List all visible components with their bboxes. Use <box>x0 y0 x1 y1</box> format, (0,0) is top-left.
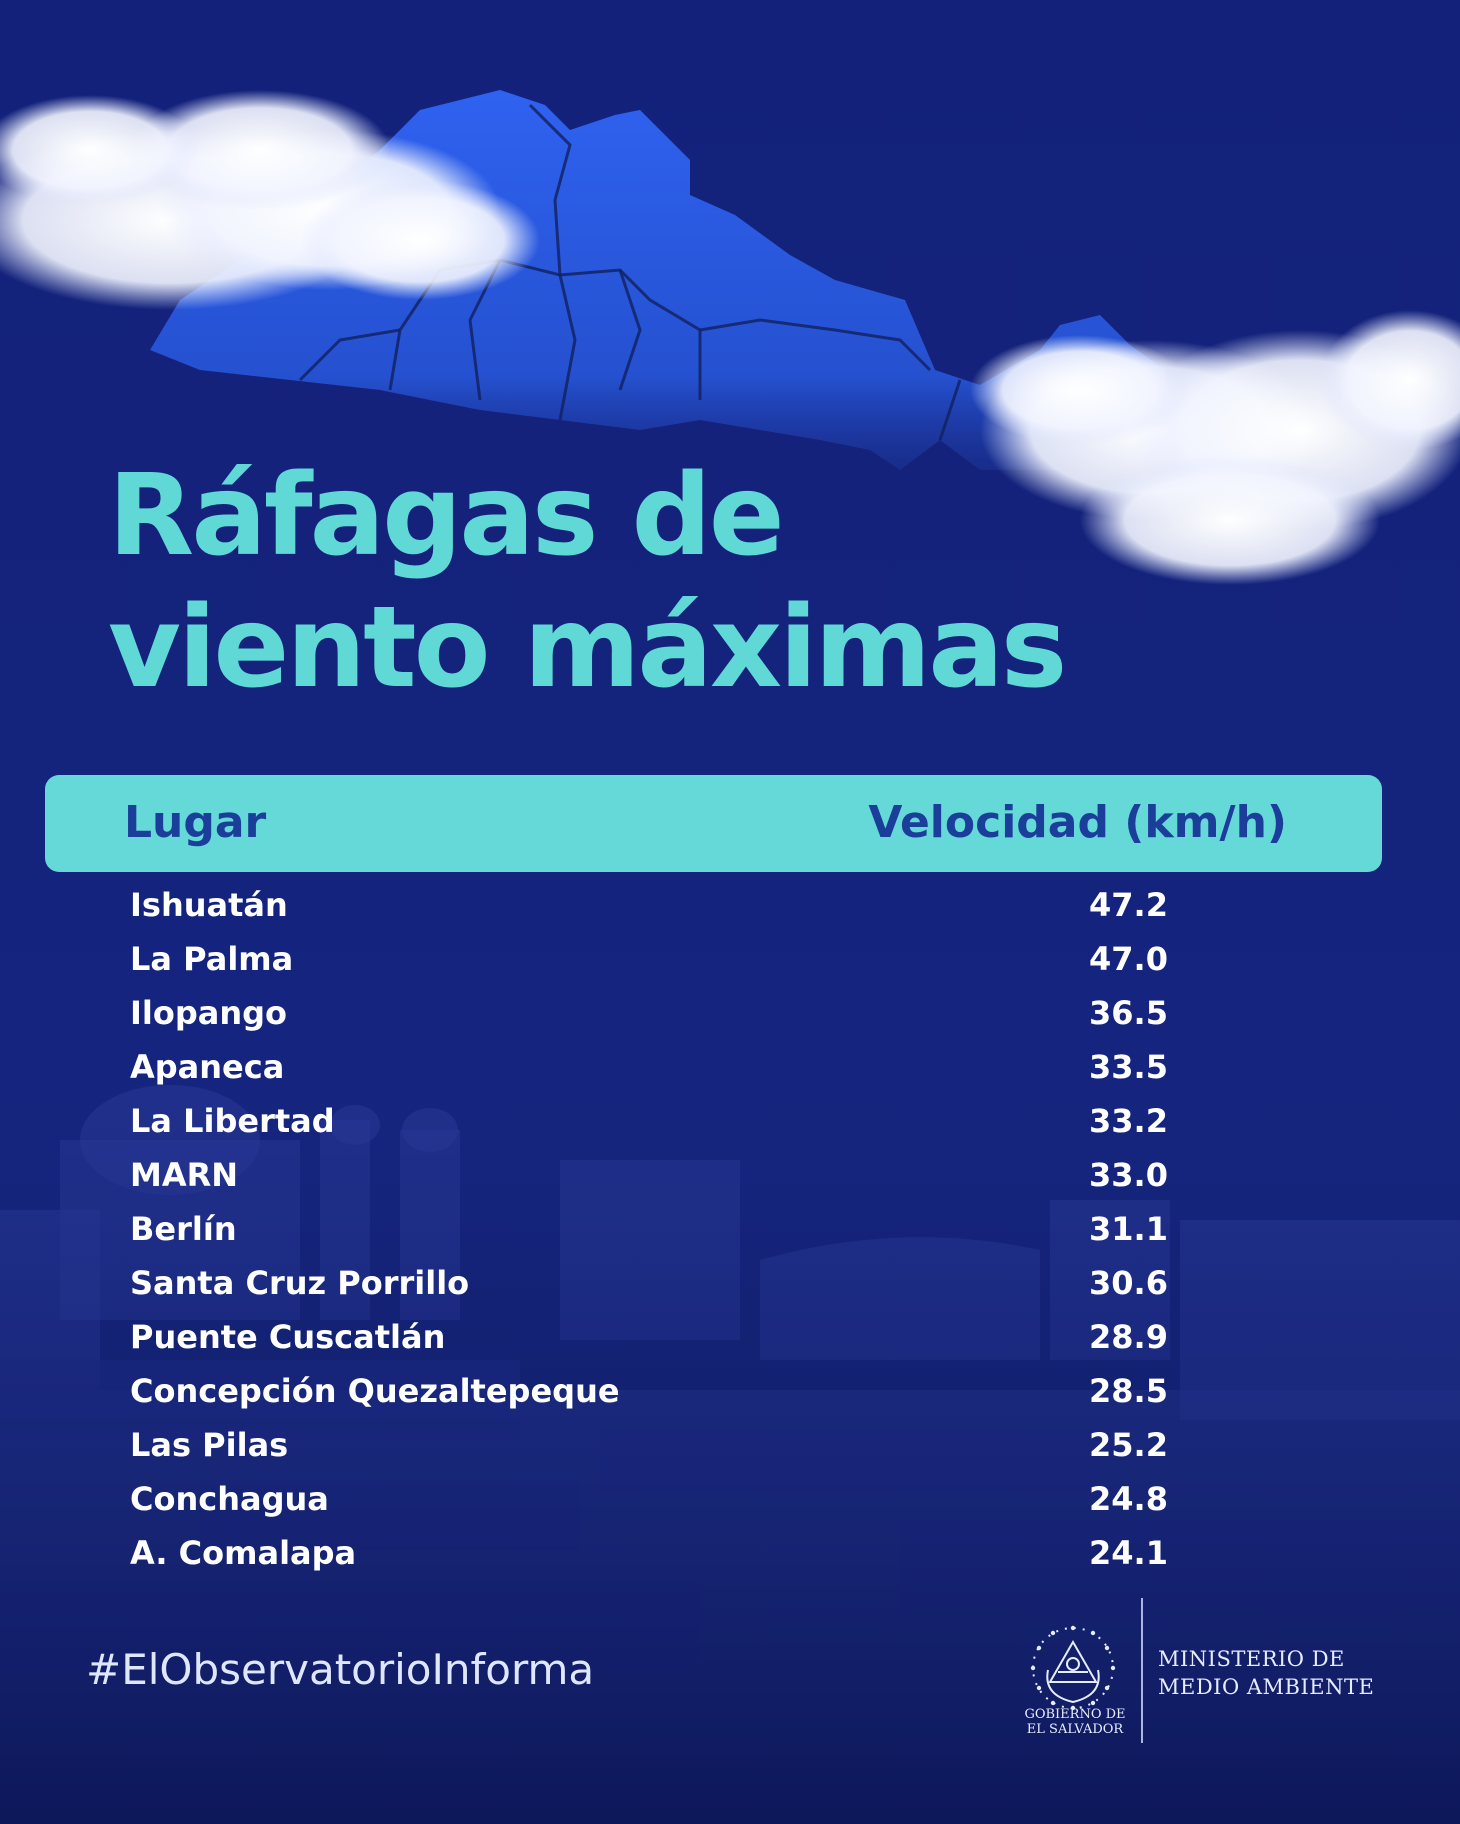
row-speed: 36.5 <box>1089 994 1168 1032</box>
row-place: Ilopango <box>130 994 288 1032</box>
row-speed: 28.5 <box>1089 1372 1168 1410</box>
row-place: Berlín <box>130 1210 237 1248</box>
row-place: La Libertad <box>130 1102 335 1140</box>
row-speed: 47.0 <box>1089 940 1168 978</box>
table-row: La Palma 47.0 <box>0 934 1460 988</box>
row-place: Puente Cuscatlán <box>130 1318 446 1356</box>
header-place: Lugar <box>124 797 267 848</box>
table-row: Ishuatán 47.2 <box>0 880 1460 934</box>
cloud-right <box>970 310 1460 585</box>
ministry-line-2: MEDIO AMBIENTE <box>1158 1675 1375 1699</box>
table-row: Berlín 31.1 <box>0 1204 1460 1258</box>
table-row: Ilopango 36.5 <box>0 988 1460 1042</box>
government-label: GOBIERNO DE EL SALVADOR <box>1016 1707 1134 1737</box>
row-speed: 31.1 <box>1089 1210 1168 1248</box>
row-speed: 33.0 <box>1089 1156 1168 1194</box>
row-place: A. Comalapa <box>130 1534 357 1572</box>
gov-line-1: GOBIERNO DE <box>1024 1707 1126 1722</box>
table-row: A. Comalapa 24.1 <box>0 1528 1460 1582</box>
hashtag: #ElObservatorioInforma <box>86 1645 595 1694</box>
table-row: MARN 33.0 <box>0 1150 1460 1204</box>
row-speed: 28.9 <box>1089 1318 1168 1356</box>
table-row: Las Pilas 25.2 <box>0 1420 1460 1474</box>
cloud-left <box>0 90 540 310</box>
table-row: Puente Cuscatlán 28.9 <box>0 1312 1460 1366</box>
table-header: Lugar Velocidad (km/h) <box>45 775 1382 872</box>
row-place: Concepción Quezaltepeque <box>130 1372 620 1410</box>
table-row: Santa Cruz Porrillo 30.6 <box>0 1258 1460 1312</box>
row-place: Apaneca <box>130 1048 285 1086</box>
table-row: La Libertad 33.2 <box>0 1096 1460 1150</box>
title-line-1: Ráfagas de <box>108 451 785 581</box>
row-place: Conchagua <box>130 1480 329 1518</box>
title-line-2: viento máximas <box>108 583 1067 713</box>
page-title: Ráfagas de viento máximas <box>108 450 1308 714</box>
row-speed: 33.2 <box>1089 1102 1168 1140</box>
table-row: Concepción Quezaltepeque 28.5 <box>0 1366 1460 1420</box>
ministry-line-1: MINISTERIO DE <box>1158 1647 1345 1671</box>
row-place: La Palma <box>130 940 294 978</box>
table-row: Apaneca 33.5 <box>0 1042 1460 1096</box>
ministry-label: MINISTERIO DE MEDIO AMBIENTE <box>1158 1645 1374 1701</box>
row-speed: 24.1 <box>1089 1534 1168 1572</box>
row-place: Santa Cruz Porrillo <box>130 1264 470 1302</box>
row-speed: 24.8 <box>1089 1480 1168 1518</box>
footer-divider <box>1141 1598 1143 1743</box>
row-speed: 30.6 <box>1089 1264 1168 1302</box>
gov-line-2: EL SALVADOR <box>1026 1722 1124 1737</box>
row-place: MARN <box>130 1156 239 1194</box>
row-place: Ishuatán <box>130 886 288 924</box>
coat-of-arms-icon <box>1030 1625 1116 1711</box>
row-speed: 33.5 <box>1089 1048 1168 1086</box>
row-place: Las Pilas <box>130 1426 289 1464</box>
header-speed: Velocidad (km/h) <box>868 797 1287 848</box>
row-speed: 25.2 <box>1089 1426 1168 1464</box>
table-row: Conchagua 24.8 <box>0 1474 1460 1528</box>
row-speed: 47.2 <box>1089 886 1168 924</box>
